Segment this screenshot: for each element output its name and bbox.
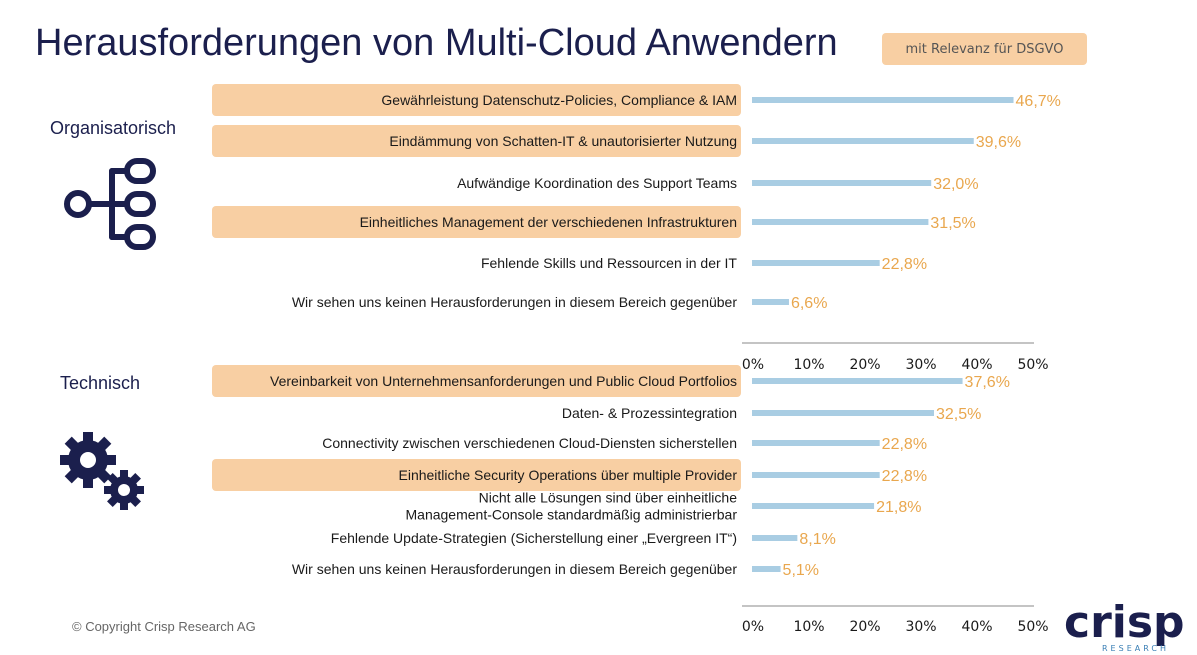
value-label: 22,8% [882,256,927,273]
tick-label: 30% [905,357,936,373]
category-label: Gewährleistung Datenschutz-Policies, Com… [381,92,737,108]
bar [752,260,880,266]
dsgvo-highlight [212,125,741,157]
bar [752,440,880,446]
copyright-text: © Copyright Crisp Research AG [72,619,256,634]
value-label: 6,6% [791,295,827,312]
dsgvo-highlight [212,365,741,397]
crisp-logo: crisp RESEARCH [1064,597,1185,653]
bar [752,219,929,225]
category-label: Vereinbarkeit von Unternehmensanforderun… [270,373,737,389]
category-label: Daten- & Prozessintegration [562,405,737,421]
dsgvo-highlight [212,84,741,116]
bar [752,535,798,541]
gears-icon [60,432,144,510]
value-label: 37,6% [965,374,1010,391]
category-label: Eindämmung von Schatten-IT & unautorisie… [389,133,737,149]
category-label: Nicht alle Lösungen sind über einheitlic… [479,490,738,506]
category-label: Wir sehen uns keinen Herausforderungen i… [292,294,737,310]
bar [752,180,932,186]
category-label: Fehlende Skills und Ressourcen in der IT [481,255,737,271]
bar [752,97,1014,103]
value-label: 31,5% [930,215,975,232]
tick-label: 40% [961,357,992,373]
section-label-technical: Technisch [60,373,141,393]
category-label: Connectivity zwischen verschiedenen Clou… [322,435,737,451]
value-label: 5,1% [783,562,819,579]
value-label: 8,1% [799,531,835,548]
category-label: Einheitliches Management der verschieden… [360,214,737,230]
legend-dsgvo-badge: mit Relevanz für DSGVO [882,33,1087,65]
category-label: Wir sehen uns keinen Herausforderungen i… [292,561,737,577]
tick-label: 10% [793,357,824,373]
category-label: Fehlende Update-Strategien (Sicherstellu… [331,530,737,546]
bar [752,138,974,144]
logo-subtext: RESEARCH [1102,644,1169,653]
tick-label: 0% [742,619,764,635]
value-label: 22,8% [882,436,927,453]
bar [752,378,963,384]
value-label: 46,7% [1016,93,1061,110]
hierarchy-icon [64,158,156,250]
bar [752,410,934,416]
category-label: Management-Console standardmäßig adminis… [406,507,738,523]
category-label: Einheitliche Security Operations über mu… [399,467,738,483]
tick-label: 40% [961,619,992,635]
tick-label: 30% [905,619,936,635]
section-label-organisational: Organisatorisch [50,118,177,138]
value-label: 32,0% [933,176,978,193]
value-label: 21,8% [876,499,921,516]
value-label: 39,6% [976,134,1021,151]
tick-label: 50% [1017,357,1048,373]
dsgvo-highlight [212,459,741,491]
tick-label: 20% [849,619,880,635]
bar [752,472,880,478]
tick-label: 0% [742,357,764,373]
dsgvo-highlight [212,206,741,238]
value-label: 32,5% [936,406,981,423]
tick-label: 10% [793,619,824,635]
bar [752,566,781,572]
value-label: 22,8% [882,468,927,485]
bar [752,299,789,305]
bar [752,503,875,509]
tick-label: 50% [1017,619,1048,635]
tick-label: 20% [849,357,880,373]
logo-text: crisp [1064,597,1185,648]
page-title: Herausforderungen von Multi-Cloud Anwend… [35,22,838,64]
category-label: Aufwändige Koordination des Support Team… [457,175,737,191]
